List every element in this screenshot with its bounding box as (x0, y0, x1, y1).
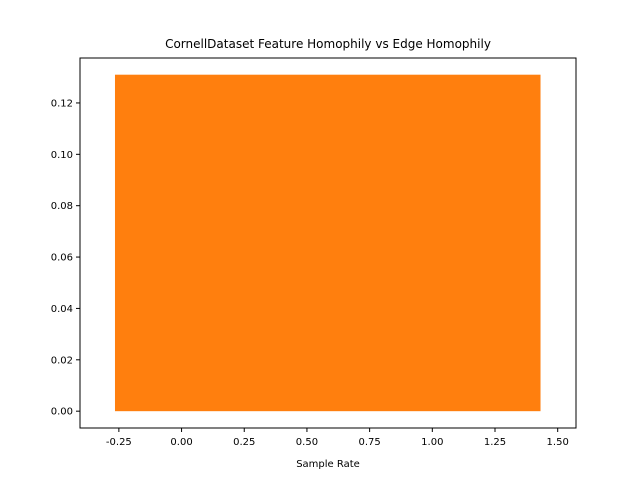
x-tick-label: 0.50 (296, 437, 318, 448)
x-tick-label: 0.75 (358, 437, 380, 448)
x-tick-label: 1.50 (547, 437, 569, 448)
y-axis-ticks: 0.00 0.02 0.04 0.06 0.08 0.10 0.12 (51, 98, 80, 418)
y-tick-label: 0.08 (51, 201, 73, 212)
x-tick-label: -0.25 (106, 437, 132, 448)
x-axis-ticks: -0.25 0.00 0.25 0.50 0.75 1.00 1.25 1.50 (106, 428, 569, 448)
y-tick-label: 0.10 (51, 150, 73, 161)
x-axis-label: Sample Rate (296, 459, 360, 470)
x-tick-label: 0.00 (170, 437, 192, 448)
y-tick-label: 0.00 (51, 407, 73, 418)
bars (114, 74, 541, 412)
chart-title: CornellDataset Feature Homophily vs Edge… (165, 37, 491, 51)
y-tick-label: 0.02 (51, 355, 73, 366)
x-tick-label: 1.00 (421, 437, 443, 448)
plot-frame (79, 57, 577, 429)
y-tick-label: 0.04 (51, 304, 73, 315)
y-tick-label: 0.12 (51, 98, 73, 109)
x-tick-label: 1.25 (484, 437, 506, 448)
x-tick-label: 0.25 (233, 437, 255, 448)
y-tick-label: 0.06 (51, 253, 73, 264)
bar-0 (114, 74, 541, 412)
